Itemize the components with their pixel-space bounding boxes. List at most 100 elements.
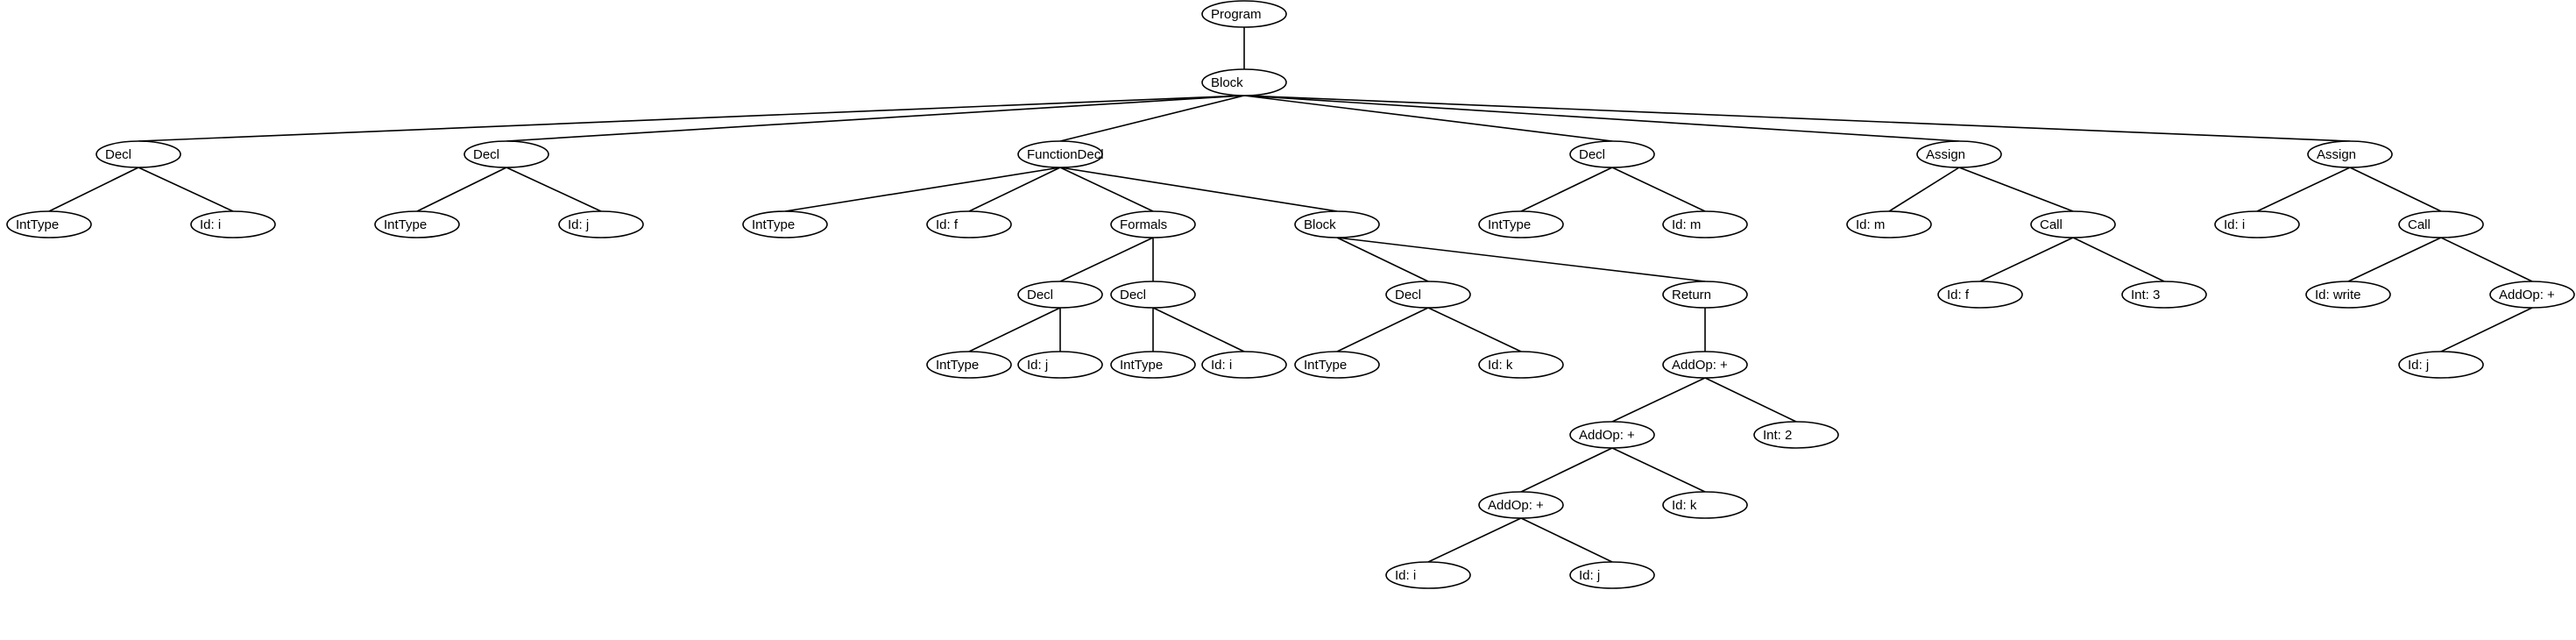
tree-node-label: Id: m	[1856, 217, 1885, 232]
tree-node-ellipse	[1017, 281, 1103, 309]
tree-edge	[2440, 307, 2533, 352]
tree-node-label: Id: i	[200, 217, 221, 232]
tree-node-ellipse	[1846, 210, 1932, 238]
tree-node-label: Decl	[1579, 147, 1605, 162]
tree-node: Decl	[1569, 140, 1655, 168]
tree-node-label: Id: j	[568, 217, 589, 232]
tree-node-label: Assign	[2317, 147, 2356, 162]
tree-node: Int: 2	[1753, 421, 1839, 449]
tree-edge	[48, 167, 139, 212]
tree-node: Id: i	[1201, 351, 1287, 379]
tree-edge	[1611, 167, 1706, 212]
tree-node-label: Decl	[1120, 288, 1146, 302]
tree-node-ellipse	[374, 210, 460, 238]
tree-node-label: Id: k	[1672, 498, 1697, 513]
tree-node-label: Int: 3	[2131, 288, 2160, 302]
tree-node-label: Block	[1304, 217, 1336, 232]
tree-node-ellipse	[1478, 210, 1564, 238]
tree-node: Id: f	[926, 210, 1012, 238]
tree-node-ellipse	[1478, 351, 1564, 379]
tree-node-label: IntType	[384, 217, 427, 232]
tree-edge	[1704, 377, 1797, 423]
tree-node-label: Id: write	[2315, 288, 2361, 302]
tree-node-ellipse	[1569, 140, 1655, 168]
tree-edge	[138, 95, 1245, 142]
tree-node-ellipse	[1569, 421, 1655, 449]
tree-node: IntType	[742, 210, 828, 238]
tree-node: AddOp: +	[1662, 351, 1748, 379]
tree-edge	[1243, 95, 1960, 142]
tree-node-label: IntType	[1120, 358, 1163, 373]
tree-node-ellipse	[926, 210, 1012, 238]
tree-node-label: Call	[2408, 217, 2431, 232]
tree-node-label: Program	[1211, 7, 1262, 22]
tree-edge	[2256, 167, 2351, 212]
tree-node: Formals	[1110, 210, 1196, 238]
tree-node: Id: write	[2305, 281, 2391, 309]
tree-edge	[1336, 307, 1429, 352]
tree-node-label: Id: f	[1947, 288, 1970, 302]
tree-node-label: AddOp: +	[1488, 498, 1544, 513]
tree-node: Int: 3	[2121, 281, 2207, 309]
tree-node: FunctionDecl	[1017, 140, 1104, 168]
tree-edge	[1152, 307, 1245, 352]
tree-node: Program	[1201, 0, 1287, 28]
tree-edge	[506, 167, 602, 212]
tree-node: Id: i	[1385, 561, 1471, 589]
tree-edges	[48, 27, 2533, 563]
tree-node-ellipse	[1385, 281, 1471, 309]
tree-node-ellipse	[464, 140, 549, 168]
tree-node: IntType	[374, 210, 460, 238]
tree-node-label: Id: i	[1211, 358, 1232, 373]
tree-node-ellipse	[1201, 68, 1287, 96]
tree-edge	[138, 167, 234, 212]
tree-node-ellipse	[1478, 491, 1564, 519]
tree-node-label: Call	[2040, 217, 2063, 232]
tree-node-ellipse	[1753, 421, 1839, 449]
tree-node: IntType	[1110, 351, 1196, 379]
tree-node-label: IntType	[1488, 217, 1531, 232]
tree-node: Id: m	[1846, 210, 1932, 238]
tree-edge	[1336, 237, 1706, 282]
tree-edge	[1243, 95, 1613, 142]
tree-edge	[1611, 447, 1706, 493]
tree-node: Call	[2398, 210, 2484, 238]
tree-node-ellipse	[1294, 351, 1380, 379]
tree-node-ellipse	[1662, 351, 1748, 379]
tree-edge	[968, 307, 1061, 352]
tree-node-label: Decl	[105, 147, 131, 162]
tree-edge	[968, 167, 1061, 212]
tree-node-label: Id: m	[1672, 217, 1701, 232]
tree-node-label: Return	[1672, 288, 1711, 302]
tree-node-label: Id: j	[1579, 568, 1600, 583]
tree-node-ellipse	[2305, 281, 2391, 309]
tree-node-ellipse	[2489, 281, 2575, 309]
tree-node: Assign	[1916, 140, 2002, 168]
tree-node-label: Id: i	[2224, 217, 2245, 232]
tree-edge	[1520, 447, 1613, 493]
tree-node: Decl	[1110, 281, 1196, 309]
tree-node-ellipse	[2030, 210, 2116, 238]
tree-node: Id: k	[1478, 351, 1564, 379]
tree-node-ellipse	[742, 210, 828, 238]
tree-node: IntType	[926, 351, 1012, 379]
tree-node-ellipse	[6, 210, 92, 238]
tree-edge	[2349, 167, 2442, 212]
tree-node: Decl	[96, 140, 181, 168]
tree-node-ellipse	[1662, 210, 1748, 238]
tree-node-label: IntType	[752, 217, 795, 232]
tree-node-ellipse	[2398, 351, 2484, 379]
tree-edge	[1611, 377, 1706, 423]
tree-node: Id: m	[1662, 210, 1748, 238]
tree-edge	[1336, 237, 1429, 282]
tree-node-ellipse	[1017, 351, 1103, 379]
tree-node-ellipse	[2398, 210, 2484, 238]
tree-node: AddOp: +	[1569, 421, 1655, 449]
tree-node: Id: k	[1662, 491, 1748, 519]
tree-node: Id: j	[1017, 351, 1103, 379]
tree-node-label: IntType	[16, 217, 59, 232]
tree-node: Id: j	[2398, 351, 2484, 379]
tree-edge	[1888, 167, 1960, 212]
tree-node-ellipse	[1937, 281, 2023, 309]
